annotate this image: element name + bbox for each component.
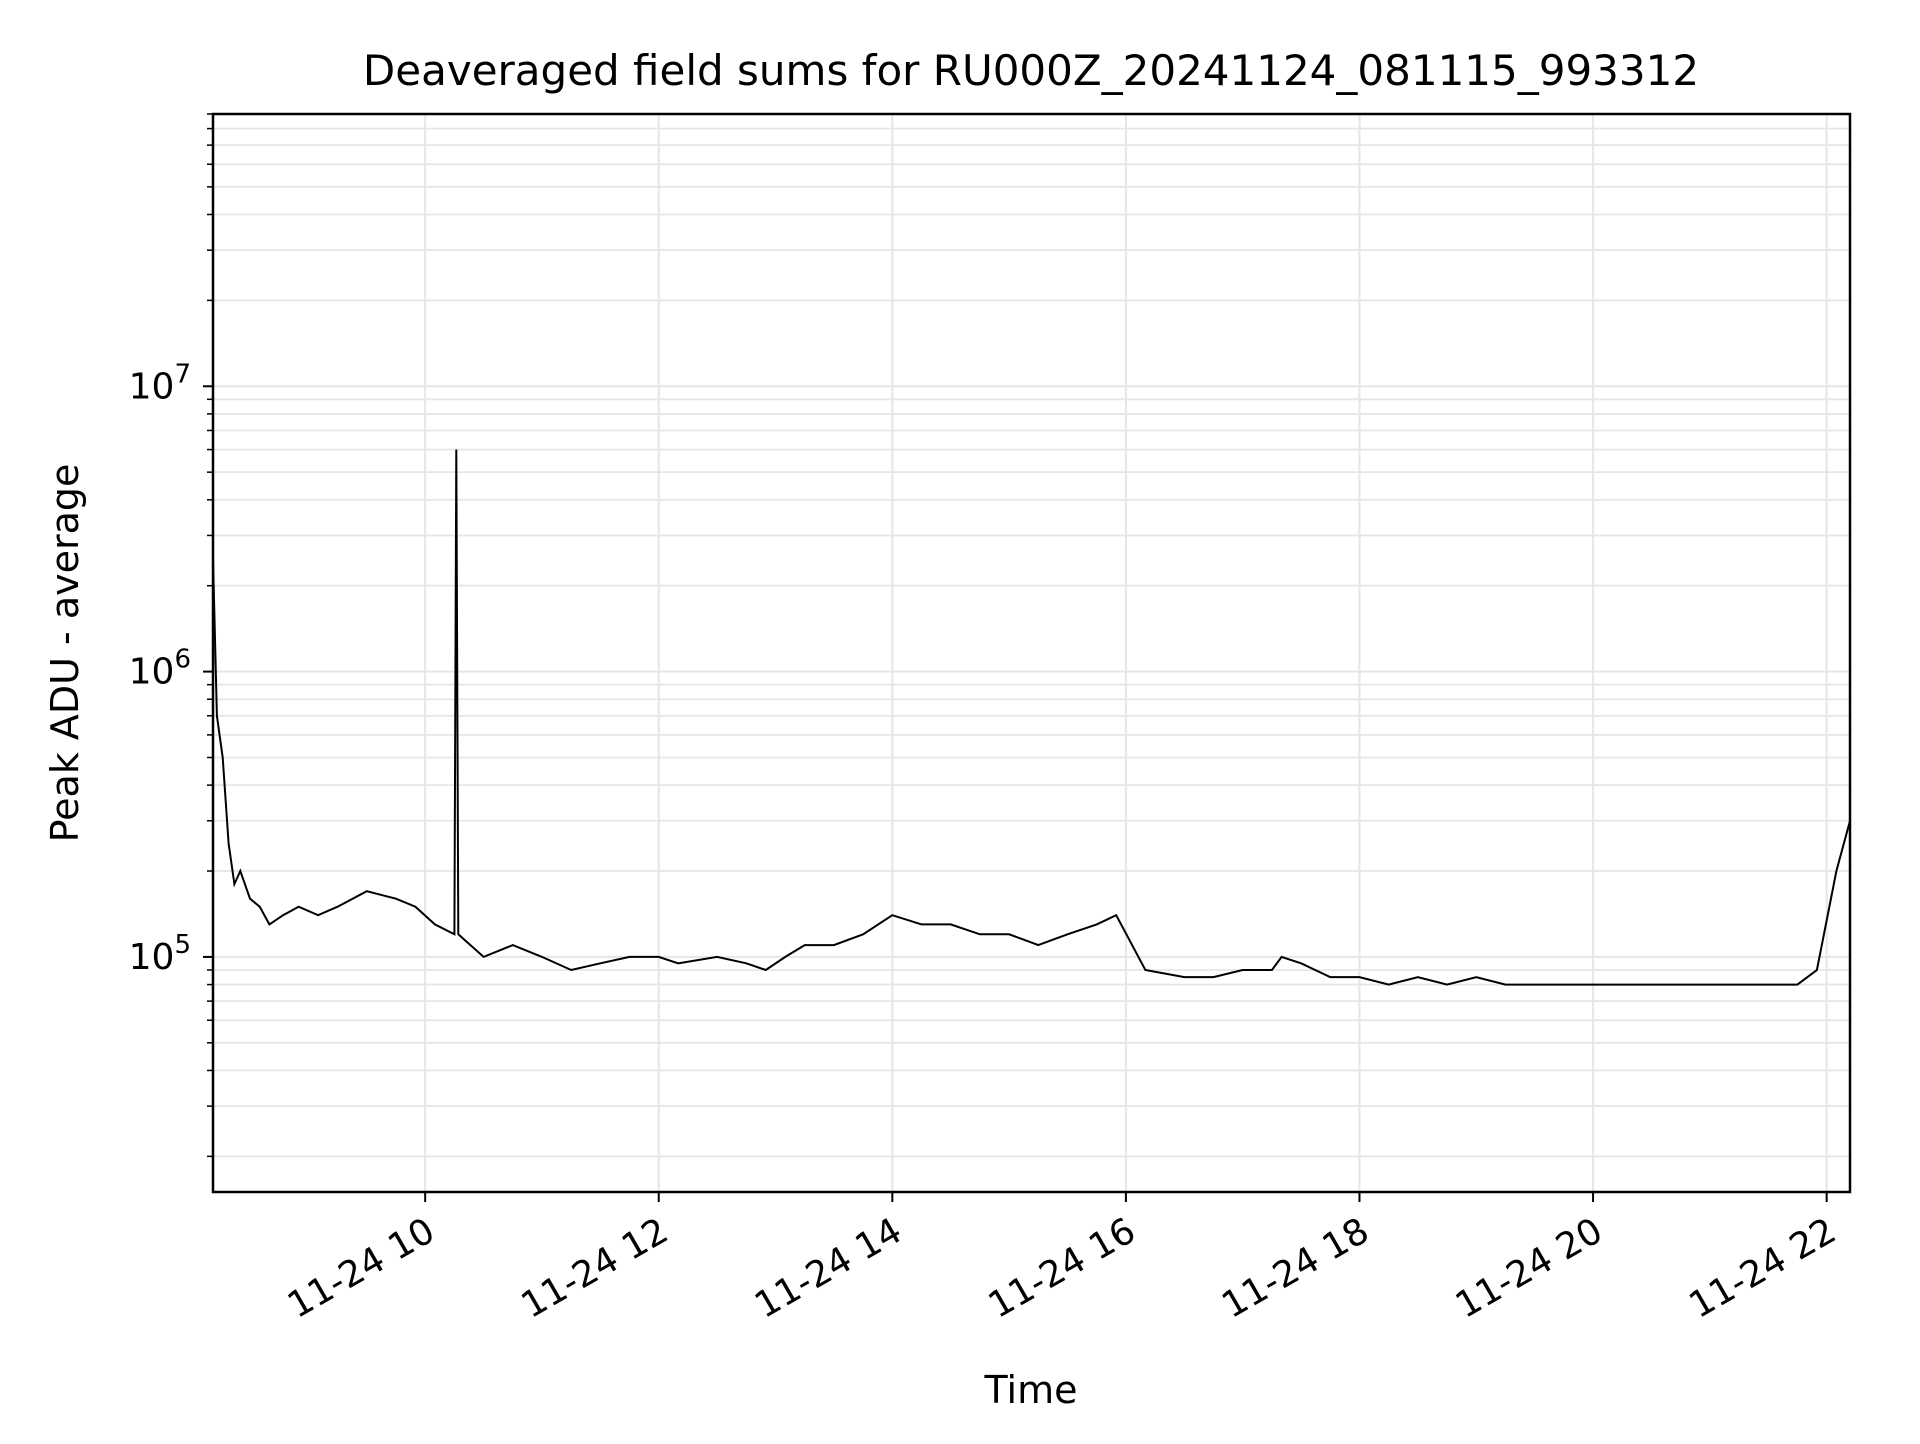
series-layer	[212, 449, 1851, 986]
y-tick-label: 105	[129, 930, 191, 978]
grid	[213, 113, 1850, 1192]
y-axis-label: Peak ADU - average	[43, 464, 87, 843]
series-line	[212, 449, 1851, 986]
y-tick-label: 106	[129, 645, 191, 693]
x-axis-label: Time	[984, 1368, 1078, 1412]
plot-frame	[211, 112, 1852, 1194]
chart-title: Deaveraged field sums for RU000Z_2024112…	[363, 46, 1699, 95]
y-tick-label: 107	[129, 359, 191, 407]
